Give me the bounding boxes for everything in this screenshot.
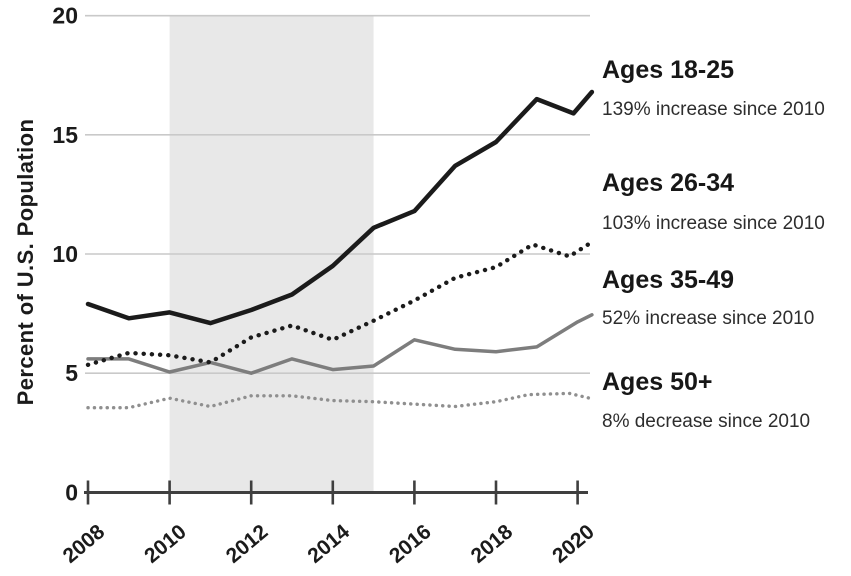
x-tick-label: 2016 <box>385 520 436 568</box>
x-tick-label: 2010 <box>140 520 191 568</box>
y-tick-label: 20 <box>52 3 78 29</box>
y-tick-label: 5 <box>65 360 78 386</box>
series-annotation-ages-50-plus: 8% decrease since 2010 <box>602 411 811 432</box>
series-label-ages-35-49: Ages 35-49 <box>602 266 735 294</box>
y-tick-label: 0 <box>65 479 78 505</box>
series-label-ages-26-34: Ages 26-34 <box>602 169 735 197</box>
x-tick-label: 2008 <box>59 520 110 568</box>
y-axis-title: Percent of U.S. Population <box>13 118 38 406</box>
series-line-ages-18-25 <box>85 89 595 326</box>
series-annotation-ages-18-25: 139% increase since 2010 <box>602 99 825 120</box>
y-tick-label: 15 <box>52 122 78 148</box>
series-line-ages-50- <box>86 391 592 410</box>
x-tick-label: 2018 <box>467 520 518 568</box>
series-label-ages-50-plus: Ages 50+ <box>602 368 713 396</box>
x-tick-label: 2014 <box>303 520 354 568</box>
series-line-ages-35-49 <box>86 313 594 375</box>
series-annotation-ages-26-34: 103% increase since 2010 <box>602 213 825 234</box>
y-tick-label: 10 <box>52 241 78 267</box>
series-annotation-ages-35-49: 52% increase since 2010 <box>602 308 815 329</box>
series-label-ages-18-25: Ages 18-25 <box>602 56 735 84</box>
series-line-ages-26-34 <box>85 239 595 367</box>
x-tick-label: 2012 <box>222 520 273 568</box>
x-tick-label: 2020 <box>548 520 599 568</box>
